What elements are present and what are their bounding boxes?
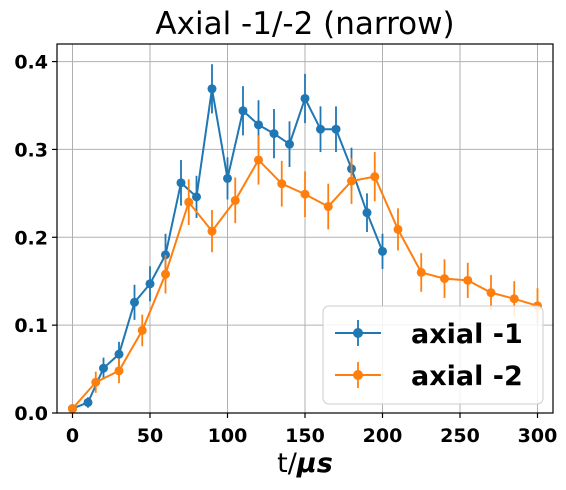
chart-title: Axial -1/-2 (narrow) <box>155 6 454 42</box>
data-point <box>207 84 217 94</box>
data-point <box>300 189 310 199</box>
y-tick-label: 0.0 <box>14 403 48 425</box>
data-point <box>269 129 279 139</box>
x-axis-label-unit: μs <box>296 448 333 479</box>
x-tick-label: 150 <box>285 425 325 447</box>
data-point <box>509 294 519 304</box>
x-tick-label: 0 <box>66 425 79 447</box>
y-tick-label: 0.4 <box>14 52 48 74</box>
data-point <box>254 120 263 130</box>
data-point <box>137 325 147 335</box>
data-point <box>393 224 403 234</box>
data-point <box>254 155 263 165</box>
data-point <box>114 366 124 376</box>
data-point <box>83 397 93 407</box>
data-point <box>176 178 186 188</box>
x-tick-label: 300 <box>518 425 558 447</box>
legend-label: axial -1 <box>411 319 523 350</box>
data-point <box>285 139 294 149</box>
legend-box <box>322 305 544 405</box>
data-point <box>184 197 194 207</box>
x-tick-label: 100 <box>208 425 248 447</box>
data-point <box>130 297 139 307</box>
data-point <box>223 173 232 183</box>
y-axis-ticks: 0.0 0.1 0.2 0.3 0.4 <box>14 52 57 425</box>
x-axis-label: t/μs <box>277 448 333 479</box>
data-point <box>370 172 380 182</box>
data-point <box>463 275 473 285</box>
data-point <box>486 288 496 298</box>
data-point <box>161 269 170 279</box>
data-point <box>99 363 108 373</box>
data-point <box>347 176 356 186</box>
y-tick-label: 0.3 <box>14 139 48 161</box>
data-point <box>300 93 310 103</box>
series-1 <box>68 64 387 414</box>
x-tick-label: 50 <box>137 425 163 447</box>
data-point <box>277 179 287 189</box>
data-point <box>238 106 248 116</box>
plot-frame <box>56 43 554 414</box>
data-point <box>192 192 201 202</box>
data-point <box>230 195 240 205</box>
x-tick-label: 200 <box>363 425 403 447</box>
data-point <box>416 267 426 277</box>
data-point <box>145 279 155 289</box>
y-tick-label: 0.2 <box>14 227 48 249</box>
data-point <box>114 349 124 359</box>
legend: axial -1 axial -2 <box>322 305 544 405</box>
data-point <box>91 377 101 387</box>
data-point <box>323 202 333 212</box>
data-point <box>331 124 341 134</box>
legend-marker <box>353 370 363 380</box>
data-point <box>362 208 372 218</box>
x-axis-label-prefix: t/ <box>277 448 298 479</box>
data-point <box>207 226 217 236</box>
legend-label: axial -2 <box>411 361 523 392</box>
legend-marker <box>353 328 363 338</box>
data-point <box>378 246 387 256</box>
data-point <box>316 124 325 134</box>
x-axis-ticks: 0 50 100 150 200 250 300 <box>66 413 557 447</box>
y-tick-label: 0.1 <box>14 315 48 337</box>
x-tick-label: 250 <box>440 425 480 447</box>
data-point <box>440 274 449 284</box>
grid <box>57 44 553 414</box>
data-point <box>68 404 77 414</box>
